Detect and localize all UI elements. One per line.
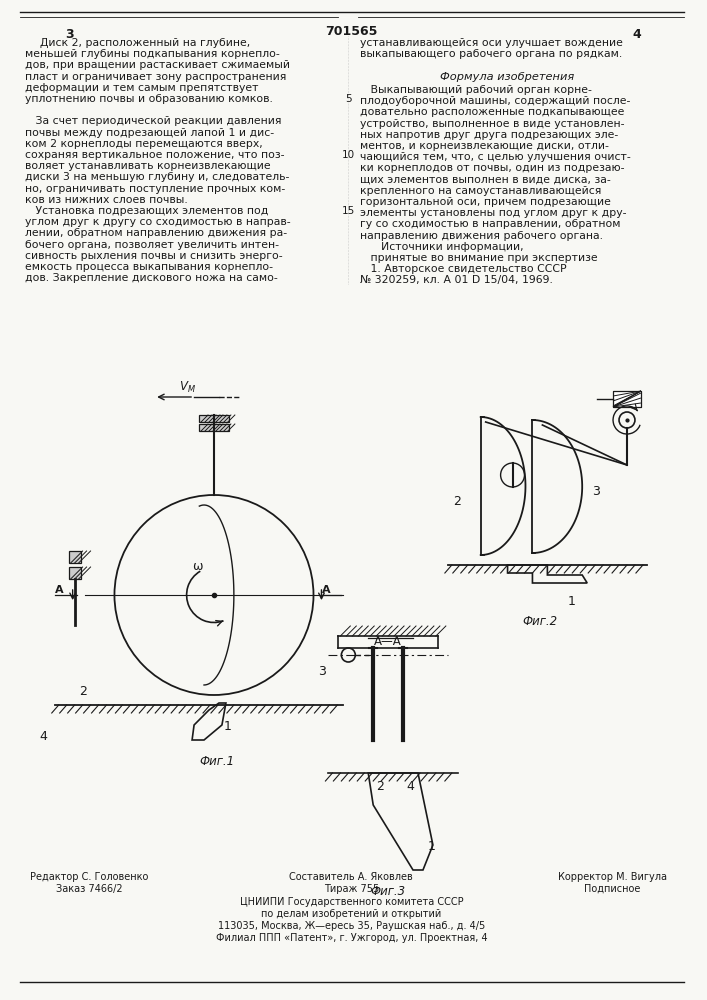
Text: ω: ω <box>192 560 203 573</box>
Text: ментов, и корнеизвлекающие диски, отли-: ментов, и корнеизвлекающие диски, отли- <box>361 141 609 151</box>
Text: ком 2 корнеплоды перемещаются вверх,: ком 2 корнеплоды перемещаются вверх, <box>25 139 262 149</box>
Text: 15: 15 <box>341 206 355 216</box>
Text: принятые во внимание при экспертизе: принятые во внимание при экспертизе <box>361 253 598 263</box>
Text: воляет устанавливать корнеизвлекающие: воляет устанавливать корнеизвлекающие <box>25 161 271 171</box>
Text: плодоуборочной машины, содержащий после-: плодоуборочной машины, содержащий после- <box>361 96 631 106</box>
Text: направлению движения рабочего органа.: направлению движения рабочего органа. <box>361 231 603 241</box>
Text: 5: 5 <box>345 94 351 104</box>
Text: Редактор С. Головенко: Редактор С. Головенко <box>30 872 148 882</box>
Text: крепленного на самоустанавливающейся: крепленного на самоустанавливающейся <box>361 186 602 196</box>
Text: Фиг.3: Фиг.3 <box>370 885 406 898</box>
Text: выкапывающего рабочего органа по рядкам.: выкапывающего рабочего органа по рядкам. <box>361 49 623 59</box>
Text: пласт и ограничивает зону распространения: пласт и ограничивает зону распространени… <box>25 72 286 82</box>
Text: горизонтальной оси, причем подрезающие: горизонтальной оси, причем подрезающие <box>361 197 611 207</box>
Text: дов, при вращении растаскивает сжимаемый: дов, при вращении растаскивает сжимаемый <box>25 60 290 70</box>
Text: гу со сходимостью в направлении, обратном: гу со сходимостью в направлении, обратно… <box>361 219 621 229</box>
Text: 1: 1 <box>567 595 575 608</box>
Text: деформации и тем самым препятствует: деформации и тем самым препятствует <box>25 83 258 93</box>
Text: A: A <box>54 585 64 595</box>
Text: щих элементов выполнен в виде диска, за-: щих элементов выполнен в виде диска, за- <box>361 175 611 185</box>
Text: Выкапывающий рабочий орган корне-: Выкапывающий рабочий орган корне- <box>361 85 592 95</box>
Text: 3: 3 <box>318 665 327 678</box>
Text: Установка подрезающих элементов под: Установка подрезающих элементов под <box>25 206 268 216</box>
Text: довательно расположенные подкапывающее: довательно расположенные подкапывающее <box>361 107 625 117</box>
Text: ки корнеплодов от почвы, один из подрезаю-: ки корнеплодов от почвы, один из подреза… <box>361 163 625 173</box>
Text: 4: 4 <box>406 780 414 793</box>
Text: сивность рыхления почвы и снизить энерго-: сивность рыхления почвы и снизить энерго… <box>25 251 283 261</box>
Text: диски 3 на меньшую глубину и, следователь-: диски 3 на меньшую глубину и, следовател… <box>25 172 289 182</box>
Text: ЦНИИПИ Государственного комитета СССР: ЦНИИПИ Государственного комитета СССР <box>240 897 463 907</box>
Text: Фиг.1: Фиг.1 <box>199 755 234 768</box>
Text: № 320259, кл. А 01 D 15/04, 1969.: № 320259, кл. А 01 D 15/04, 1969. <box>361 275 553 285</box>
Text: уплотнению почвы и образованию комков.: уплотнению почвы и образованию комков. <box>25 94 273 104</box>
Text: А—А: А—А <box>374 635 402 648</box>
Text: 3: 3 <box>592 485 600 498</box>
Text: сохраняя вертикальное положение, что поз-: сохраняя вертикальное положение, что поз… <box>25 150 284 160</box>
Text: ков из нижних слоев почвы.: ков из нижних слоев почвы. <box>25 195 187 205</box>
Text: Филиал ППП «Патент», г. Ужгород, ул. Проектная, 4: Филиал ППП «Патент», г. Ужгород, ул. Про… <box>216 933 487 943</box>
Bar <box>69 551 81 563</box>
Text: 2: 2 <box>376 780 384 793</box>
Text: Фиг.2: Фиг.2 <box>522 615 558 628</box>
Text: устанавливающейся оси улучшает вождение: устанавливающейся оси улучшает вождение <box>361 38 623 48</box>
Text: 4: 4 <box>40 730 47 743</box>
Text: углом друг к другу со сходимостью в направ-: углом друг к другу со сходимостью в напр… <box>25 217 291 227</box>
Text: 10: 10 <box>341 150 355 160</box>
Text: Источники информации,: Источники информации, <box>361 242 524 252</box>
Text: 3: 3 <box>65 28 74 41</box>
Text: Формула изобретения: Формула изобретения <box>440 72 575 82</box>
Text: Подписное: Подписное <box>584 884 641 894</box>
Text: емкость процесса выкапывания корнепло-: емкость процесса выкапывания корнепло- <box>25 262 273 272</box>
Text: Диск 2, расположенный на глубине,: Диск 2, расположенный на глубине, <box>40 38 250 48</box>
Text: 701565: 701565 <box>325 25 378 38</box>
Text: элементы установлены под углом друг к дру-: элементы установлены под углом друг к др… <box>361 208 627 218</box>
Text: но, ограничивать поступление прочных ком-: но, ограничивать поступление прочных ком… <box>25 184 285 194</box>
Text: лении, обратном направлению движения ра-: лении, обратном направлению движения ра- <box>25 228 287 238</box>
Text: Тираж 755: Тираж 755 <box>324 884 379 894</box>
Text: 4: 4 <box>633 28 641 41</box>
Text: 113035, Москва, Ж—ересь 35, Раушская наб., д. 4/5: 113035, Москва, Ж—ересь 35, Раушская наб… <box>218 921 485 931</box>
Text: Заказ 7466/2: Заказ 7466/2 <box>57 884 123 894</box>
Bar <box>69 567 81 579</box>
Text: $V_M$: $V_M$ <box>179 380 196 395</box>
Text: 1. Авторское свидетельство СССР: 1. Авторское свидетельство СССР <box>361 264 567 274</box>
Bar <box>613 391 641 407</box>
Text: 2: 2 <box>452 495 461 508</box>
Text: устройство, выполненное в виде установлен-: устройство, выполненное в виде установле… <box>361 119 625 129</box>
Text: Корректор М. Вигула: Корректор М. Вигула <box>558 872 667 882</box>
Text: За счет периодической реакции давления: За счет периодической реакции давления <box>25 116 281 126</box>
Text: ных напротив друг друга подрезающих эле-: ных напротив друг друга подрезающих эле- <box>361 130 619 140</box>
Bar <box>199 415 229 422</box>
Text: бочего органа, позволяет увеличить интен-: бочего органа, позволяет увеличить интен… <box>25 240 279 250</box>
Text: по делам изобретений и открытий: по делам изобретений и открытий <box>261 909 441 919</box>
Text: 1: 1 <box>428 840 436 853</box>
Text: почвы между подрезающей лапой 1 и дис-: почвы между подрезающей лапой 1 и дис- <box>25 128 274 138</box>
Text: A: A <box>322 585 330 595</box>
Text: меньшей глубины подкапывания корнепло-: меньшей глубины подкапывания корнепло- <box>25 49 280 59</box>
Text: дов. Закрепление дискового ножа на само-: дов. Закрепление дискового ножа на само- <box>25 273 278 283</box>
Text: 1: 1 <box>224 720 232 733</box>
Text: чающийся тем, что, с целью улучшения очист-: чающийся тем, что, с целью улучшения очи… <box>361 152 631 162</box>
Text: Составитель А. Яковлев: Составитель А. Яковлев <box>289 872 413 882</box>
Bar <box>199 424 229 431</box>
Text: 2: 2 <box>80 685 88 698</box>
